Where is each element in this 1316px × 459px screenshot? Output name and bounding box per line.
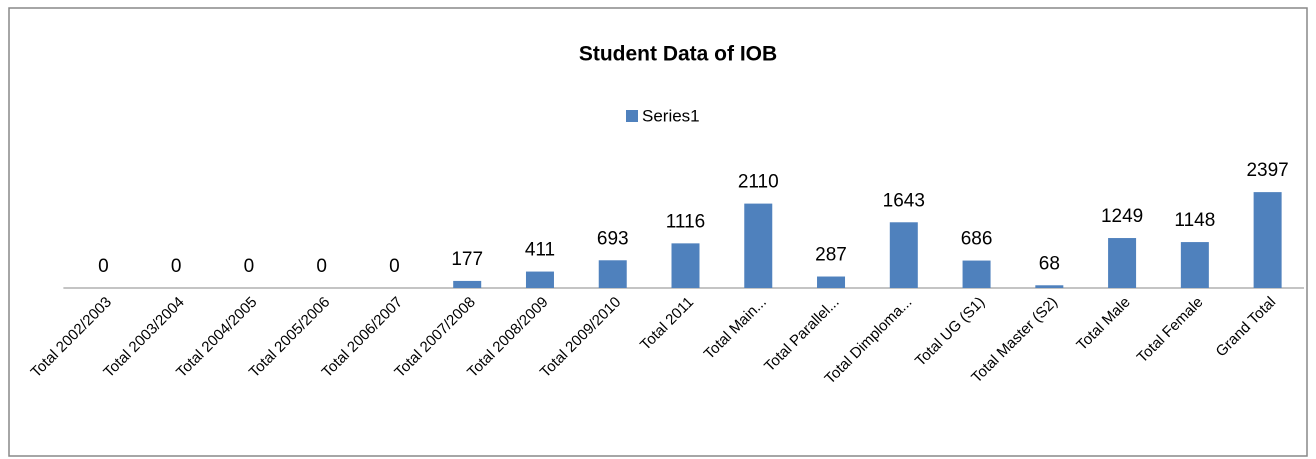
data-label: 68 xyxy=(1039,253,1060,274)
bar xyxy=(525,271,554,288)
data-label: 1148 xyxy=(1174,210,1215,231)
data-label: 0 xyxy=(98,256,109,277)
bar xyxy=(1180,242,1209,288)
bar xyxy=(962,260,991,288)
bar xyxy=(744,203,773,288)
bar xyxy=(1253,192,1282,288)
chart-frame xyxy=(8,7,1308,457)
bar xyxy=(453,280,482,288)
bar xyxy=(817,276,846,288)
data-label: 1249 xyxy=(1101,206,1143,227)
data-label: 686 xyxy=(961,229,993,250)
bar xyxy=(598,260,627,288)
data-label: 1643 xyxy=(883,190,925,211)
bar xyxy=(1108,238,1137,288)
bar xyxy=(889,222,918,288)
data-label: 0 xyxy=(316,256,327,277)
legend-swatch xyxy=(626,110,638,122)
data-label: 0 xyxy=(244,256,255,277)
data-label: 0 xyxy=(389,256,400,277)
data-label: 693 xyxy=(597,228,629,249)
legend-label: Series1 xyxy=(642,106,700,125)
data-label: 287 xyxy=(815,245,847,266)
data-label: 1116 xyxy=(666,211,705,232)
data-label: 0 xyxy=(171,256,182,277)
data-label: 2397 xyxy=(1246,160,1288,181)
data-label: 411 xyxy=(525,240,555,261)
data-label: 177 xyxy=(451,249,483,270)
bar xyxy=(1035,285,1064,288)
data-label: 2110 xyxy=(738,172,779,193)
chart-title: Student Data of IOB xyxy=(579,43,777,66)
bar xyxy=(671,243,700,288)
